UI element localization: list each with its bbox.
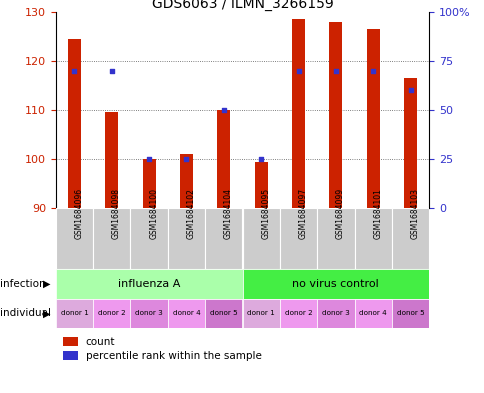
Text: percentile rank within the sample: percentile rank within the sample bbox=[86, 351, 261, 361]
Text: donor 2: donor 2 bbox=[98, 310, 125, 316]
Bar bbox=[68, 39, 81, 208]
Bar bbox=[279, 208, 317, 269]
Bar bbox=[242, 269, 428, 299]
Bar bbox=[205, 299, 242, 328]
Text: donor 5: donor 5 bbox=[396, 310, 424, 316]
Text: donor 4: donor 4 bbox=[359, 310, 386, 316]
Bar bbox=[63, 351, 78, 360]
Text: donor 3: donor 3 bbox=[321, 310, 349, 316]
Text: donor 5: donor 5 bbox=[210, 310, 237, 316]
Bar bbox=[142, 159, 155, 208]
Bar bbox=[130, 208, 167, 269]
Point bbox=[294, 68, 302, 74]
Text: GSM1684104: GSM1684104 bbox=[223, 188, 232, 239]
Point bbox=[257, 156, 265, 162]
Text: count: count bbox=[86, 336, 115, 347]
Bar bbox=[354, 299, 391, 328]
Text: GSM1684101: GSM1684101 bbox=[373, 188, 381, 239]
Bar bbox=[391, 208, 428, 269]
Bar bbox=[63, 337, 78, 346]
Text: GSM1684096: GSM1684096 bbox=[75, 187, 83, 239]
Text: ▶: ▶ bbox=[44, 309, 51, 318]
Bar bbox=[254, 162, 267, 208]
Bar bbox=[105, 112, 118, 208]
Bar bbox=[317, 208, 354, 269]
Bar bbox=[242, 208, 279, 269]
Text: donor 4: donor 4 bbox=[172, 310, 200, 316]
Bar bbox=[56, 269, 242, 299]
Bar bbox=[329, 22, 342, 208]
Text: donor 2: donor 2 bbox=[284, 310, 312, 316]
Text: no virus control: no virus control bbox=[292, 279, 378, 289]
Text: infection: infection bbox=[0, 279, 46, 289]
Text: GSM1684095: GSM1684095 bbox=[261, 187, 270, 239]
Bar bbox=[93, 299, 130, 328]
Point bbox=[71, 68, 78, 74]
Bar bbox=[180, 154, 193, 208]
Bar bbox=[130, 299, 167, 328]
Bar bbox=[354, 208, 391, 269]
Bar bbox=[56, 299, 93, 328]
Bar bbox=[366, 29, 379, 208]
Point bbox=[182, 156, 190, 162]
Bar bbox=[279, 299, 317, 328]
Bar bbox=[56, 208, 93, 269]
Point bbox=[107, 68, 115, 74]
Bar bbox=[242, 299, 279, 328]
Text: donor 1: donor 1 bbox=[247, 310, 274, 316]
Text: GSM1684097: GSM1684097 bbox=[298, 187, 307, 239]
Bar bbox=[205, 208, 242, 269]
Bar bbox=[217, 110, 230, 208]
Text: GSM1684100: GSM1684100 bbox=[149, 188, 158, 239]
Point bbox=[145, 156, 153, 162]
Bar bbox=[93, 208, 130, 269]
Text: donor 1: donor 1 bbox=[60, 310, 88, 316]
Bar bbox=[391, 299, 428, 328]
Text: GSM1684102: GSM1684102 bbox=[186, 188, 195, 239]
Text: influenza A: influenza A bbox=[118, 279, 180, 289]
Text: ▶: ▶ bbox=[44, 279, 51, 289]
Bar bbox=[317, 299, 354, 328]
Text: GSM1684099: GSM1684099 bbox=[335, 187, 344, 239]
Bar bbox=[291, 19, 304, 208]
Point bbox=[331, 68, 339, 74]
Bar bbox=[167, 208, 205, 269]
Text: GSM1684103: GSM1684103 bbox=[409, 188, 419, 239]
Bar bbox=[167, 299, 205, 328]
Point bbox=[369, 68, 377, 74]
Text: donor 3: donor 3 bbox=[135, 310, 163, 316]
Point bbox=[219, 107, 227, 113]
Bar bbox=[403, 78, 416, 208]
Point bbox=[406, 87, 413, 94]
Text: individual: individual bbox=[0, 309, 51, 318]
Text: GSM1684098: GSM1684098 bbox=[111, 188, 121, 239]
Title: GDS6063 / ILMN_3266159: GDS6063 / ILMN_3266159 bbox=[151, 0, 333, 11]
